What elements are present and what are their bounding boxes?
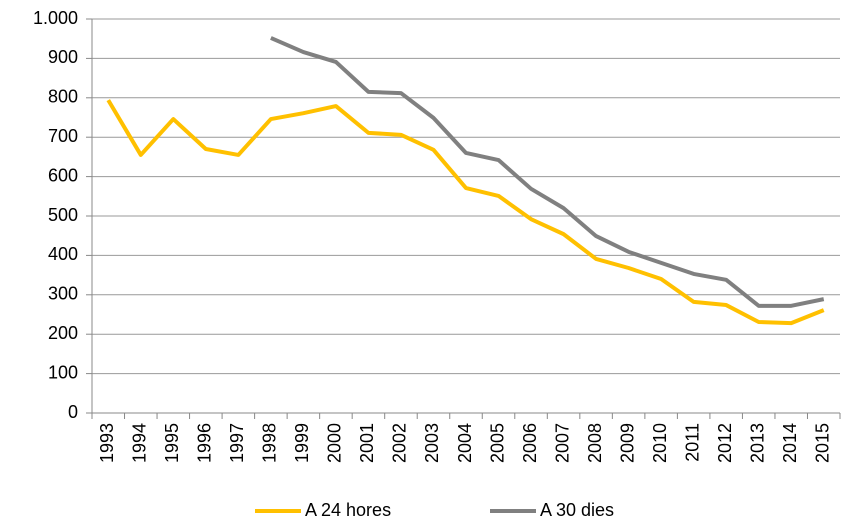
y-tick-label: 200 bbox=[48, 323, 78, 343]
x-tick-label: 2006 bbox=[520, 423, 540, 463]
legend-label: A 24 hores bbox=[305, 500, 391, 520]
legend-label: A 30 dies bbox=[540, 500, 614, 520]
x-tick-label: 2003 bbox=[422, 423, 442, 463]
y-tick-label: 0 bbox=[68, 402, 78, 422]
x-tick-label: 2013 bbox=[747, 423, 767, 463]
y-tick-label: 500 bbox=[48, 205, 78, 225]
y-tick-label: 1.000 bbox=[33, 8, 78, 28]
x-tick-label: 2002 bbox=[390, 423, 410, 463]
y-tick-label: 100 bbox=[48, 362, 78, 382]
series-line bbox=[106, 99, 825, 326]
x-tick-label: 2010 bbox=[650, 423, 670, 463]
y-tick-label: 400 bbox=[48, 244, 78, 264]
y-tick-label: 700 bbox=[48, 126, 78, 146]
x-tick-label: 1997 bbox=[227, 423, 247, 463]
x-tick-label: 2005 bbox=[487, 423, 507, 463]
x-tick-label: 2004 bbox=[455, 423, 475, 463]
x-tick-label: 1994 bbox=[130, 423, 150, 463]
x-tick-label: 2007 bbox=[552, 423, 572, 463]
x-tick-label: 2015 bbox=[812, 423, 832, 463]
x-tick-label: 2009 bbox=[617, 423, 637, 463]
y-tick-label: 900 bbox=[48, 47, 78, 67]
y-tick-label: 600 bbox=[48, 165, 78, 185]
x-tick-label: 2008 bbox=[585, 423, 605, 463]
x-tick-label: 2014 bbox=[780, 423, 800, 463]
x-tick-label: 2012 bbox=[715, 423, 735, 463]
y-tick-label: 300 bbox=[48, 284, 78, 304]
x-tick-label: 1995 bbox=[162, 423, 182, 463]
x-tick-label: 2011 bbox=[682, 423, 702, 462]
x-tick-label: 1996 bbox=[195, 423, 215, 463]
x-tick-label: 1993 bbox=[97, 423, 117, 463]
y-tick-label: 800 bbox=[48, 87, 78, 107]
series-line bbox=[270, 36, 825, 308]
x-tick-label: 2000 bbox=[325, 423, 345, 463]
x-tick-label: 2001 bbox=[357, 423, 377, 463]
x-tick-label: 1999 bbox=[292, 423, 312, 463]
x-tick-label: 1998 bbox=[260, 423, 280, 463]
